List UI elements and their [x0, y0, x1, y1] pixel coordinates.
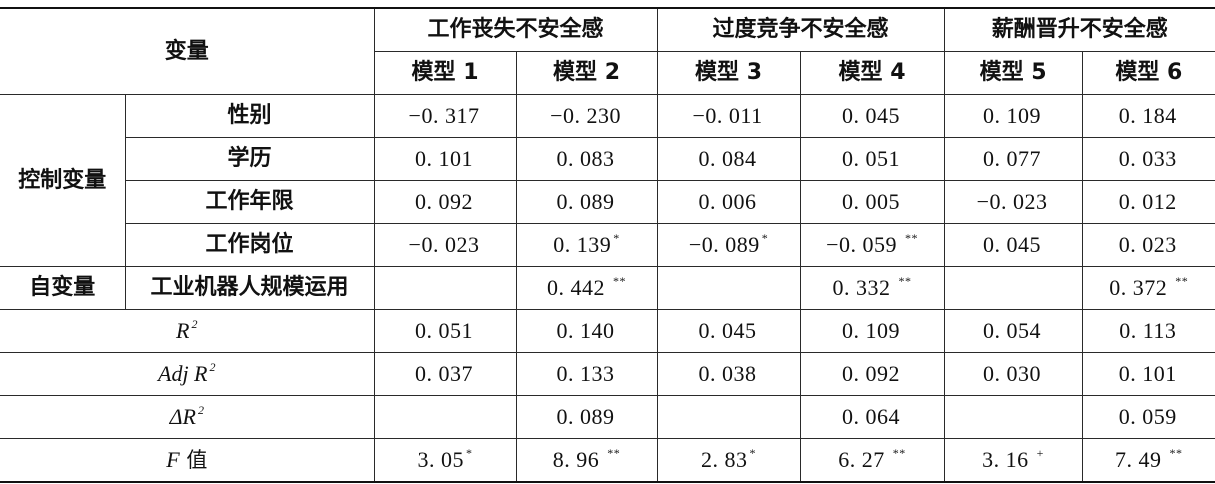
- cell: 0. 030: [944, 352, 1083, 396]
- cell: 0. 005: [800, 180, 945, 224]
- row-label-robot-usage: 工业机器人规模运用: [125, 266, 375, 310]
- cell: 0. 140: [516, 309, 658, 353]
- cell: −0. 023: [374, 223, 517, 267]
- cell: [944, 395, 1083, 439]
- table-row-position: 工作岗位 −0. 023 0. 139 * −0. 089 * −0. 059 **…: [0, 223, 1215, 267]
- cell: 3. 16 +: [944, 438, 1083, 483]
- cell: 0. 045: [657, 309, 801, 353]
- row-label-gender: 性别: [125, 94, 375, 138]
- cell: −0. 023: [944, 180, 1083, 224]
- cell: 0. 372 **: [1082, 266, 1215, 310]
- model-header-5: 模型 5: [944, 51, 1083, 95]
- header-row-models: 模型 1 模型 2 模型 3 模型 4 模型 5 模型 6: [0, 51, 1215, 95]
- cell: 0. 109: [800, 309, 945, 353]
- table-row-education: 学历 0. 101 0. 083 0. 084 0. 051 0. 077 0.…: [0, 137, 1215, 181]
- regression-table: 变量 工作丧失不安全感 过度竞争不安全感 薪酬晋升不安全感 模型 1 模型 2 …: [0, 7, 1215, 483]
- cell: 0. 442 **: [516, 266, 658, 310]
- table-row-gender: 控制变量 性别 −0. 317 −0. 230 −0. 011 0. 045 0…: [0, 94, 1215, 267]
- cell: 0. 109: [944, 94, 1083, 138]
- cell: 0. 054: [944, 309, 1083, 353]
- cell: −0. 317: [374, 94, 517, 138]
- group-header-salary-promotion: 薪酬晋升不安全感: [944, 7, 1215, 52]
- cell: 0. 139 *: [516, 223, 658, 267]
- model-header-3: 模型 3: [657, 51, 801, 95]
- table-row-delta-r2: ΔR 2 0. 089 0. 064 0. 059: [0, 395, 1215, 439]
- model-header-4: 模型 4: [800, 51, 945, 95]
- cell: 0. 012: [1082, 180, 1215, 224]
- table-row-f-value: F 值 3. 05 * 8. 96 ** 2. 83 * 6. 27 ** 3. 1…: [0, 438, 1215, 483]
- cell: 0. 023: [1082, 223, 1215, 267]
- cell: 0. 045: [800, 94, 945, 138]
- cell: 0. 033: [1082, 137, 1215, 181]
- cell: 0. 092: [374, 180, 517, 224]
- cell: 0. 084: [657, 137, 801, 181]
- cell: 0. 089: [516, 395, 658, 439]
- cell: [374, 395, 517, 439]
- row-label-education: 学历: [125, 137, 375, 181]
- cell: −0. 230: [516, 94, 658, 138]
- cell: 6. 27 **: [800, 438, 945, 483]
- cell: −0. 059 **: [800, 223, 945, 267]
- cell: 0. 113: [1082, 309, 1215, 353]
- cell: 0. 077: [944, 137, 1083, 181]
- cell: 0. 045: [944, 223, 1083, 267]
- cell: 0. 089: [516, 180, 658, 224]
- cell: 0. 037: [374, 352, 517, 396]
- cell: 0. 059: [1082, 395, 1215, 439]
- cell: 8. 96 **: [516, 438, 658, 483]
- cell: 2. 83 *: [657, 438, 801, 483]
- cell: 0. 064: [800, 395, 945, 439]
- cell: [657, 395, 801, 439]
- row-label-f-value: F 值: [0, 438, 375, 483]
- cell: 0. 101: [374, 137, 517, 181]
- cell: [657, 266, 801, 310]
- cell: 0. 051: [374, 309, 517, 353]
- model-header-6: 模型 6: [1082, 51, 1215, 95]
- cell: 0. 051: [800, 137, 945, 181]
- variable-header: 变量: [0, 7, 375, 95]
- cell: −0. 089 *: [657, 223, 801, 267]
- group-header-competition: 过度竞争不安全感: [657, 7, 945, 52]
- cell: 0. 332 **: [800, 266, 945, 310]
- cell: 0. 184: [1082, 94, 1215, 138]
- row-label-position: 工作岗位: [125, 223, 375, 267]
- group-header-job-loss: 工作丧失不安全感: [374, 7, 658, 52]
- cell: 0. 006: [657, 180, 801, 224]
- table-row-work-years: 工作年限 0. 092 0. 089 0. 006 0. 005 −0. 023…: [0, 180, 1215, 224]
- header-row-groups: 变量 工作丧失不安全感 过度竞争不安全感 薪酬晋升不安全感: [0, 7, 1215, 95]
- cell: [374, 266, 517, 310]
- row-label-delta-r2: ΔR 2: [0, 395, 375, 439]
- model-header-2: 模型 2: [516, 51, 658, 95]
- cell: 3. 05 *: [374, 438, 517, 483]
- cell: 0. 083: [516, 137, 658, 181]
- table-row-robot-usage: 自变量 工业机器人规模运用 0. 442 ** 0. 332 ** 0. 372…: [0, 266, 1215, 310]
- independent-variable-label: 自变量: [0, 266, 126, 310]
- cell: 0. 038: [657, 352, 801, 396]
- cell: −0. 011: [657, 94, 801, 138]
- cell: 7. 49 **: [1082, 438, 1215, 483]
- model-header-1: 模型 1: [374, 51, 517, 95]
- control-variables-label: 控制变量: [0, 94, 126, 267]
- cell: 0. 101: [1082, 352, 1215, 396]
- cell: 0. 133: [516, 352, 658, 396]
- cell: [944, 266, 1083, 310]
- row-label-work-years: 工作年限: [125, 180, 375, 224]
- cell: 0. 092: [800, 352, 945, 396]
